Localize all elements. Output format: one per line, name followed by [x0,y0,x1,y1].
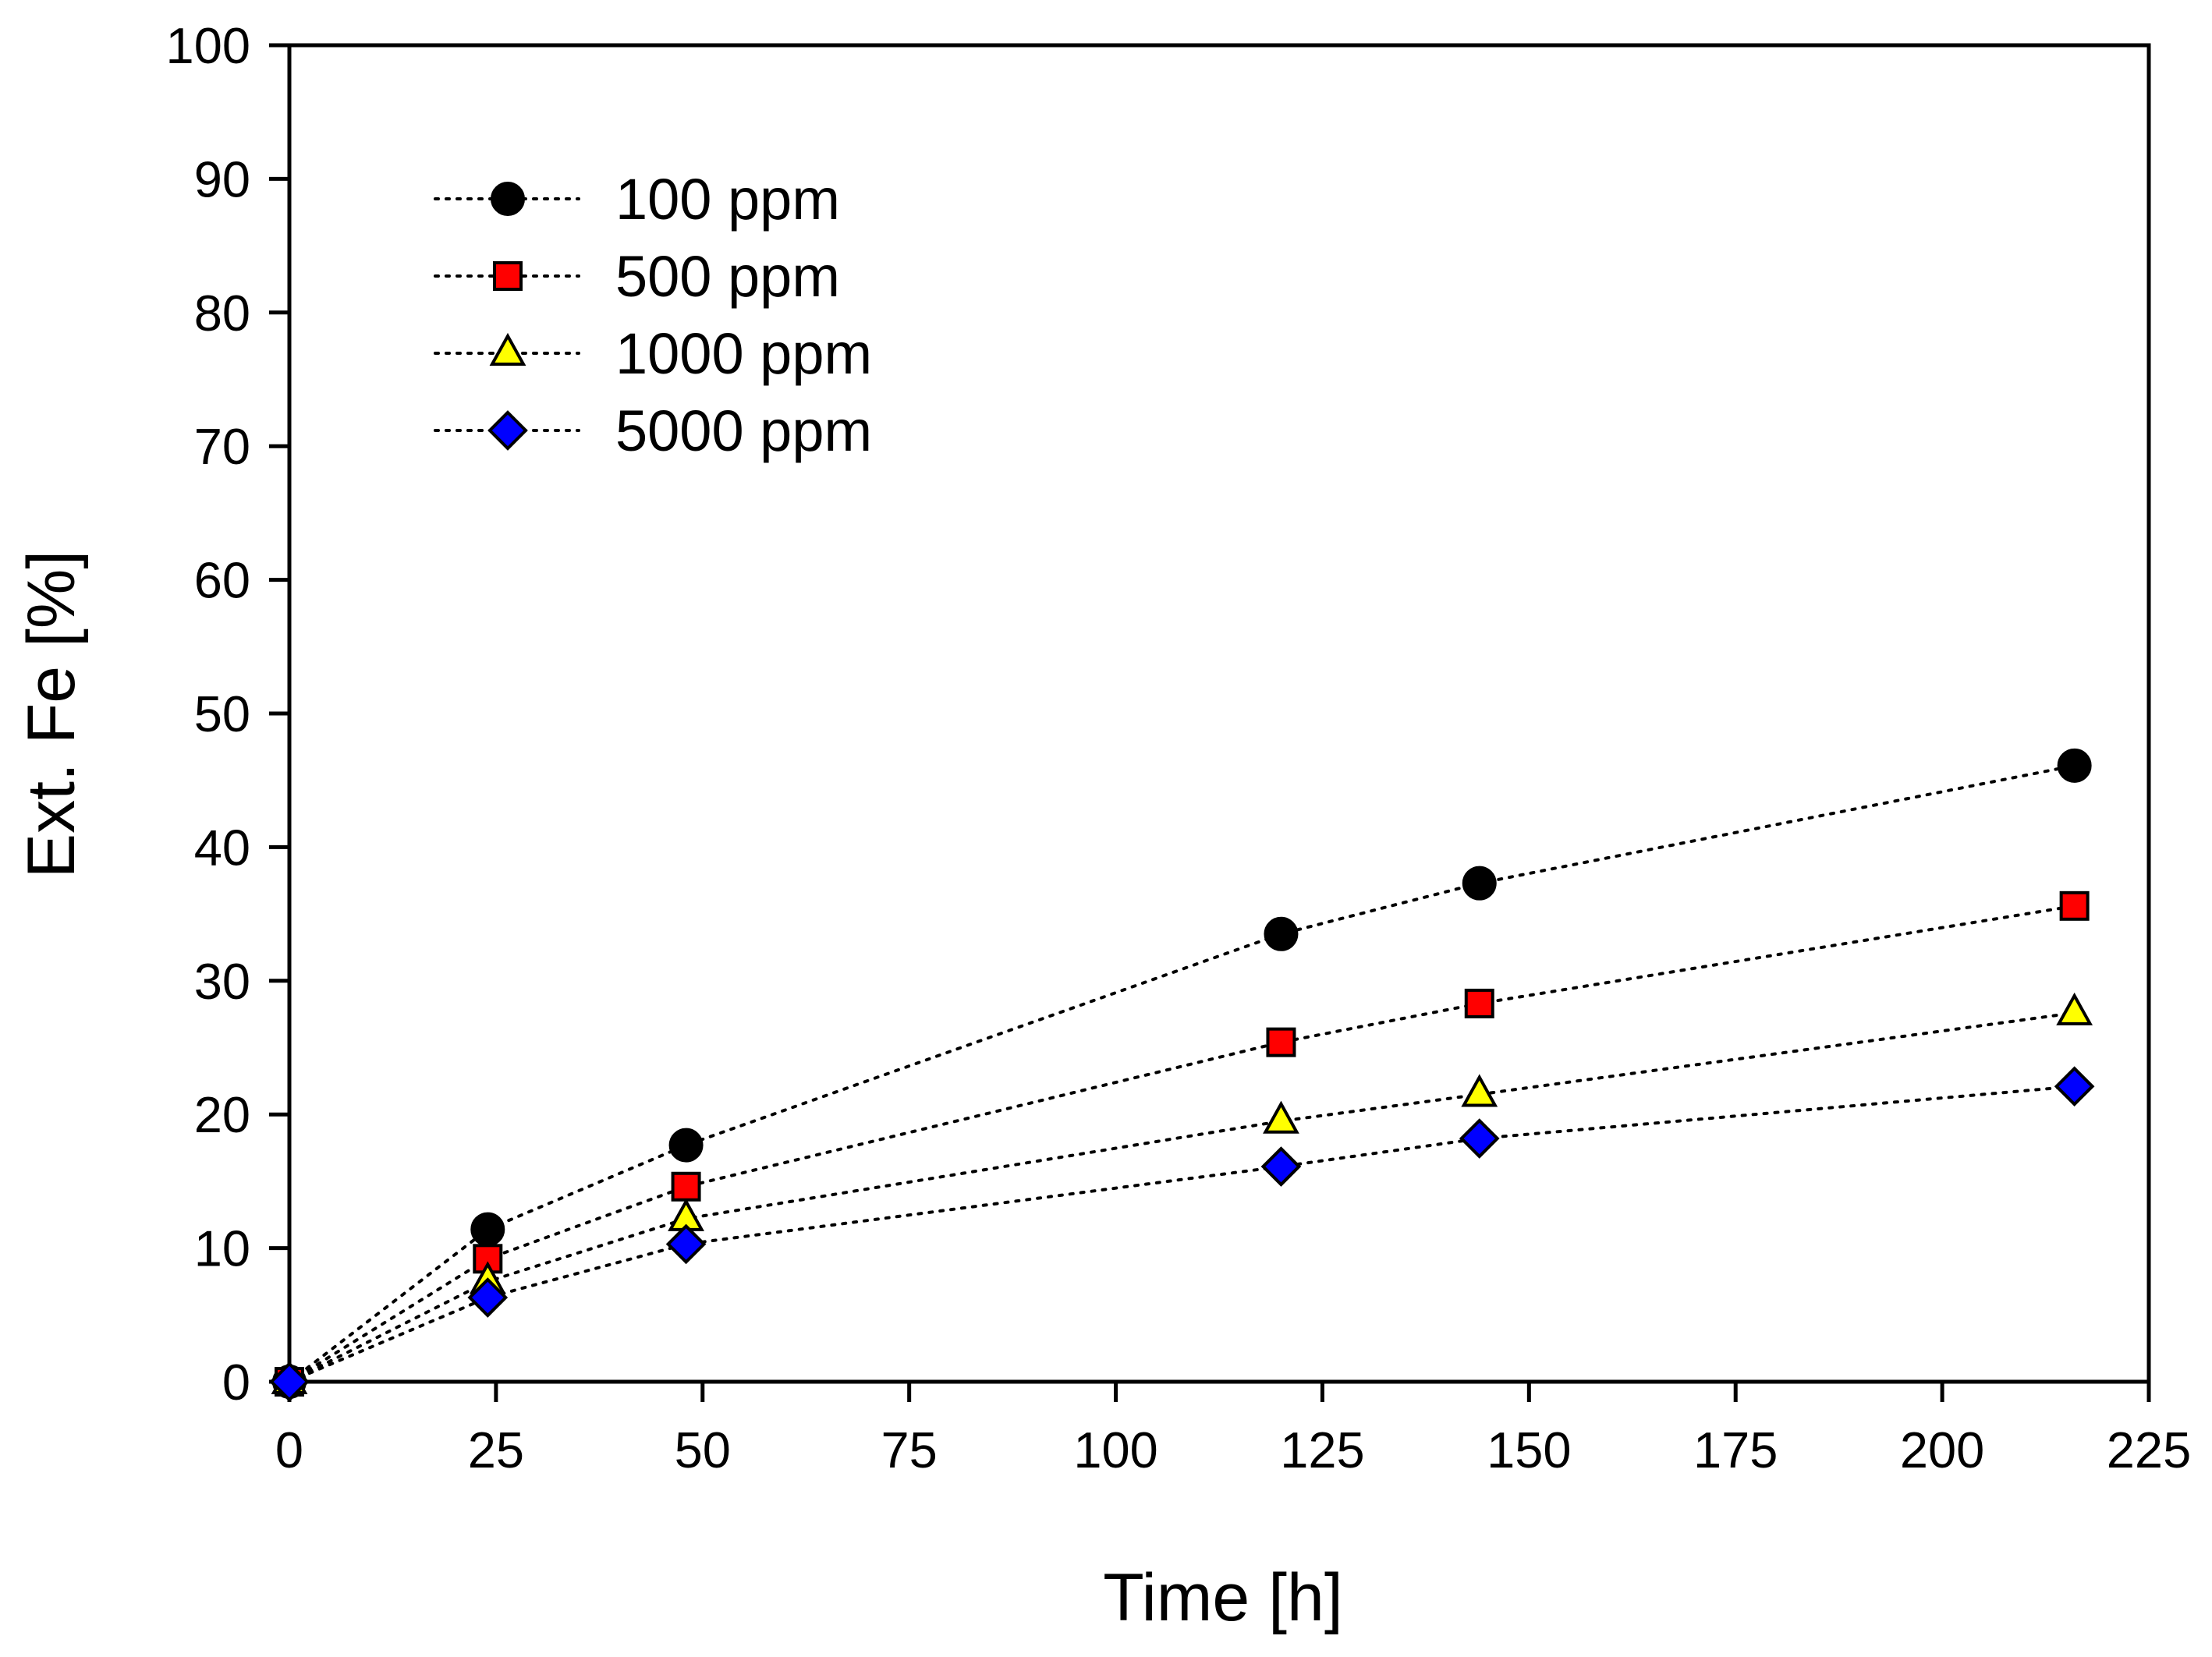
plot-frame [287,43,2151,1384]
data-point-5000-ppm [1260,1146,1302,1187]
legend-label-500-ppm: 500 ppm [615,244,840,309]
data-point-5000-ppm [269,1361,310,1402]
data-point-5000-ppm [2054,1066,2095,1107]
data-point-1000-ppm [1263,1100,1299,1134]
y-tick-label: 30 [194,953,250,1010]
y-tick-label: 0 [222,1354,250,1411]
legend-label-1000-ppm: 1000 ppm [615,321,872,386]
series-line-100-ppm [288,763,2076,1383]
series-line-500-ppm [288,904,2076,1383]
y-tick-label: 10 [194,1220,250,1277]
x-tick-label: 125 [1280,1422,1364,1478]
x-tick-label: 150 [1487,1422,1571,1478]
y-tick-label: 40 [194,819,250,876]
x-tick-label: 0 [275,1422,303,1478]
data-point-100-ppm [470,1212,505,1247]
x-tick-label: 175 [1693,1422,1778,1478]
data-point-100-ppm [668,1128,704,1163]
series-markers [269,748,2095,1402]
series-lines [288,763,2076,1383]
x-tick-label: 100 [1073,1422,1157,1478]
data-point-100-ppm [1264,916,1299,951]
y-tick-label: 20 [194,1086,250,1143]
x-tick-label: 50 [675,1422,731,1478]
data-point-500-ppm [671,1171,701,1202]
x-axis-title: Time [h] [1103,1560,1342,1635]
legend-marker-1000-ppm [489,332,526,366]
data-point-500-ppm [1464,988,1494,1018]
series-line-5000-ppm [288,1085,2076,1383]
y-tick-label: 100 [166,17,250,74]
data-point-100-ppm [1462,866,1497,901]
data-point-5000-ppm [467,1277,509,1318]
x-tick-label: 75 [881,1422,938,1478]
x-tick-label: 25 [468,1422,524,1478]
legend: 100 ppm 500 ppm 1000 ppm 5000 ppm [434,167,872,463]
y-tick-label: 60 [194,552,250,609]
y-tick-label: 80 [194,285,250,342]
legend-label-5000-ppm: 5000 ppm [615,398,872,463]
data-point-500-ppm [2059,890,2090,921]
y-tick-label: 70 [194,418,250,475]
legend-marker-100-ppm [491,182,525,216]
data-point-5000-ppm [1459,1118,1500,1159]
legend-marker-500-ppm [493,261,523,291]
y-tick-label: 90 [194,150,250,207]
data-point-100-ppm [2057,748,2092,783]
legend-label-100-ppm: 100 ppm [615,167,840,232]
y-axis-title: Ext. Fe [%] [14,551,89,879]
data-point-500-ppm [1266,1027,1296,1057]
data-point-1000-ppm [1461,1074,1498,1107]
x-tick-label: 200 [1900,1422,1984,1478]
x-tick-label: 225 [2107,1422,2191,1478]
legend-marker-5000-ppm [487,410,528,451]
y-tick-label: 50 [194,685,250,742]
data-point-1000-ppm [2056,992,2093,1025]
data-point-5000-ppm [665,1223,707,1265]
axes: 0 25 50 75 100 125 150 175 200 225 0 10 20 30 40 50 60 70… [166,17,2192,1478]
series-line-1000-ppm [288,1011,2076,1383]
